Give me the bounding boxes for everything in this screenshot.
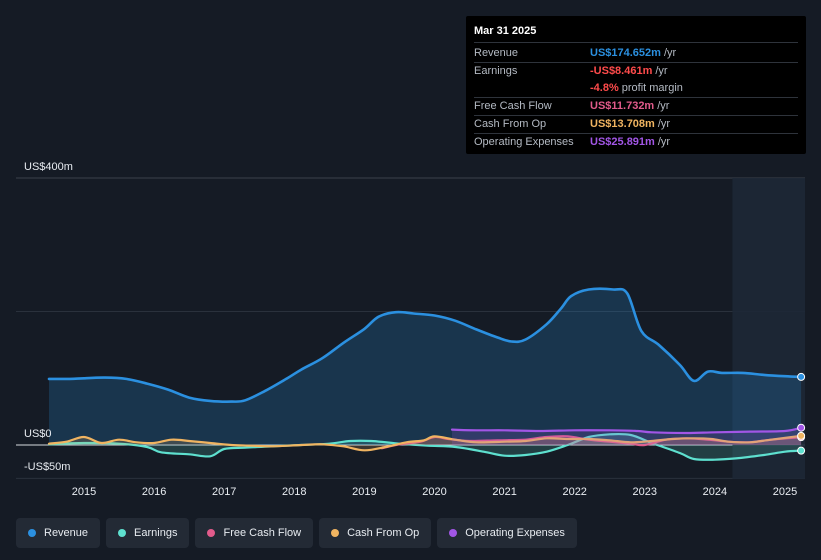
x-tick-label: 2023	[633, 486, 657, 498]
tooltip-value: US$11.732m	[590, 100, 655, 112]
legend-label: Earnings	[134, 527, 178, 539]
legend-item-earnings[interactable]: Earnings	[106, 518, 190, 548]
tooltip-label: Free Cash Flow	[474, 100, 552, 112]
tooltip-label: Revenue	[474, 47, 519, 59]
endpoint-revenue	[797, 372, 806, 381]
legend-dot-icon	[118, 529, 127, 537]
chart: US$400m US$0 -US$50m 2015 2016 2017 2018 201…	[16, 161, 806, 498]
tooltip-row-cash-from-op: Cash From Op US$13.708m /yr	[474, 116, 798, 134]
endpoint-cash-from-op	[797, 431, 806, 440]
series-line-cash-from-op	[47, 434, 803, 452]
tooltip: Mar 31 2025 Revenue US$174.652m /yr Earn…	[466, 16, 806, 154]
x-tick-label: 2022	[562, 486, 586, 498]
series-area-cash-from-op	[49, 435, 802, 451]
legend-dot-icon	[449, 529, 458, 537]
endpoint-operating-expenses	[797, 423, 806, 432]
legend-label: Revenue	[44, 527, 89, 539]
legend: Revenue Earnings Free Cash Flow Cash Fro…	[16, 518, 583, 548]
tooltip-value: US$25.891m	[590, 136, 655, 148]
tooltip-row-free-cash-flow: Free Cash Flow US$11.732m /yr	[474, 98, 798, 116]
tooltip-label: Earnings	[474, 65, 518, 77]
series-line-earnings	[47, 432, 803, 461]
series-area-revenue	[49, 288, 802, 445]
y-axis-top-label: US$400m	[24, 161, 73, 173]
tooltip-unit: /yr	[655, 65, 668, 77]
tooltip-value: US$13.708m	[590, 118, 655, 130]
legend-dot-icon	[207, 529, 216, 537]
y-axis-zero-label: US$0	[24, 428, 52, 440]
legend-item-free-cash-flow[interactable]: Free Cash Flow	[195, 518, 314, 548]
legend-label: Free Cash Flow	[223, 527, 302, 539]
x-tick-label: 2024	[703, 486, 727, 498]
x-tick-label: 2019	[352, 486, 376, 498]
tooltip-label	[474, 80, 590, 97]
tooltip-label: Cash From Op	[474, 118, 547, 130]
series-layer	[47, 287, 803, 461]
x-tick-label: 2016	[142, 486, 166, 498]
tooltip-value: -4.8%	[590, 82, 619, 94]
series-line-revenue	[47, 287, 803, 403]
legend-dot-icon	[28, 529, 36, 537]
tooltip-value: US$174.652m	[590, 47, 661, 59]
x-tick-label: 2017	[212, 486, 236, 498]
x-tick-label: 2015	[72, 486, 96, 498]
legend-item-operating-expenses[interactable]: Operating Expenses	[437, 518, 577, 548]
axis-layer: US$400m US$0 -US$50m	[24, 161, 73, 473]
x-tick-label: 2020	[422, 486, 446, 498]
tooltip-unit: profit margin	[621, 82, 683, 94]
x-axis-ticks: 2015 2016 2017 2018 2019 2020 2021 2022 2023 2024…	[72, 486, 797, 498]
tooltip-date: Mar 31 2025	[474, 24, 798, 43]
legend-item-cash-from-op[interactable]: Cash From Op	[319, 518, 432, 548]
series-line-operating-expenses	[450, 426, 803, 435]
legend-label: Cash From Op	[347, 527, 420, 539]
tooltip-row-earnings: Earnings -US$8.461m /yr	[474, 63, 798, 80]
tooltip-row-profit-margin: -4.8% profit margin	[474, 80, 798, 98]
x-tick-label: 2021	[492, 486, 516, 498]
legend-dot-icon	[331, 529, 340, 537]
tooltip-unit: /yr	[657, 118, 671, 130]
tooltip-row-operating-expenses: Operating Expenses US$25.891m /yr	[474, 134, 798, 151]
tooltip-row-revenue: Revenue US$174.652m /yr	[474, 45, 798, 63]
x-tick-label: 2018	[282, 486, 306, 498]
series-endpoints	[797, 372, 806, 455]
tooltip-label: Operating Expenses	[474, 136, 574, 148]
y-axis-bottom-label: -US$50m	[24, 461, 70, 473]
tooltip-unit: /yr	[657, 136, 671, 148]
tooltip-unit: /yr	[663, 47, 677, 59]
tooltip-value: -US$8.461m	[590, 65, 653, 77]
tooltip-unit: /yr	[657, 100, 670, 112]
endpoint-earnings	[797, 446, 806, 455]
legend-label: Operating Expenses	[465, 527, 565, 539]
x-tick-label: 2025	[773, 486, 797, 498]
legend-item-revenue[interactable]: Revenue	[16, 518, 101, 548]
